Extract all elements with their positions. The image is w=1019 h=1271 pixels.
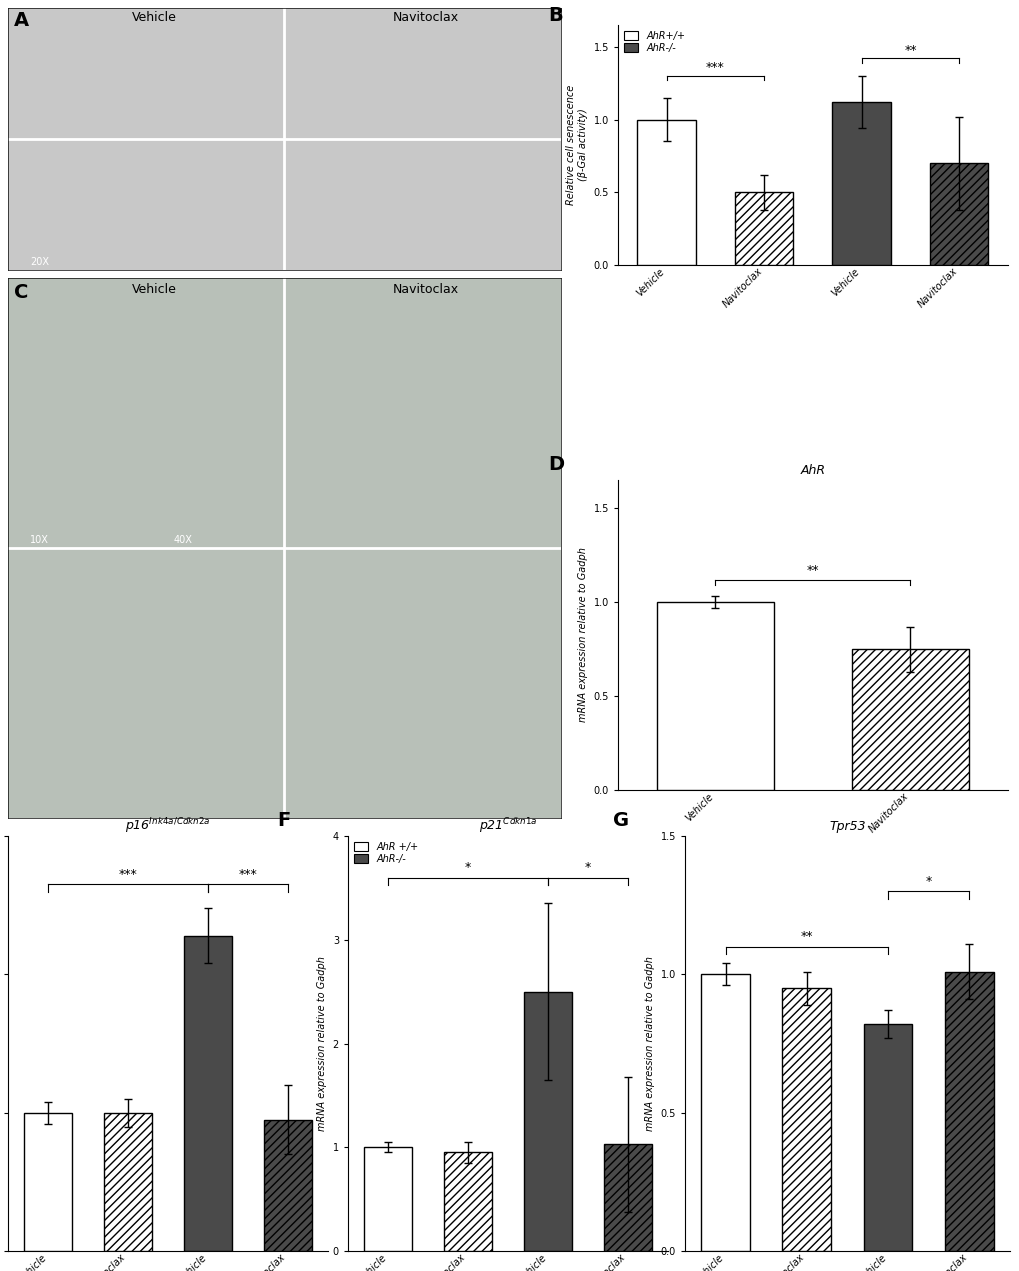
Bar: [264, 1120, 312, 1251]
Y-axis label: mRNA expression relative to Gadph: mRNA expression relative to Gadph: [317, 956, 327, 1131]
Bar: [104, 1112, 152, 1251]
Bar: [603, 1144, 651, 1251]
Y-axis label: mRNA expression relative to Gadph: mRNA expression relative to Gadph: [578, 548, 588, 722]
Text: ***: ***: [238, 868, 257, 881]
Bar: [443, 1153, 491, 1251]
Title: Tpr53: Tpr53: [828, 821, 865, 834]
Text: Navitoclax: Navitoclax: [392, 283, 459, 296]
Legend: AhR +/+, AhR-/-: AhR +/+, AhR-/-: [350, 838, 422, 868]
Bar: [524, 991, 572, 1251]
Bar: [832, 102, 891, 264]
Bar: [735, 192, 793, 264]
Text: C: C: [13, 283, 28, 302]
Text: B: B: [547, 6, 562, 25]
Text: Vehicle: Vehicle: [132, 283, 177, 296]
Bar: [183, 935, 231, 1251]
Title: AhR: AhR: [800, 464, 824, 478]
Text: G: G: [612, 811, 629, 830]
Y-axis label: mRNA expression relative to Gadph: mRNA expression relative to Gadph: [644, 956, 654, 1131]
Text: ***: ***: [705, 61, 725, 74]
Legend: AhR+/+, AhR-/-: AhR+/+, AhR-/-: [620, 27, 689, 57]
Text: F: F: [277, 811, 290, 830]
Bar: [944, 971, 993, 1251]
Bar: [637, 119, 695, 264]
Text: 10X: 10X: [31, 535, 49, 545]
Text: **: **: [904, 43, 916, 56]
Text: D: D: [547, 455, 564, 474]
Text: A: A: [13, 10, 29, 29]
Title: p21$^{Cdkn1a}$: p21$^{Cdkn1a}$: [478, 816, 537, 835]
Text: 20X: 20X: [31, 258, 49, 267]
Text: *: *: [465, 862, 471, 874]
Text: *: *: [584, 862, 591, 874]
Bar: [656, 602, 773, 791]
Bar: [364, 1148, 412, 1251]
Text: **: **: [800, 930, 812, 943]
Text: ***: ***: [118, 868, 138, 881]
Text: **: **: [806, 564, 818, 577]
Text: *: *: [924, 874, 931, 888]
Text: Vehicle: Vehicle: [132, 10, 177, 24]
Bar: [851, 649, 968, 791]
Text: 40X: 40X: [173, 535, 193, 545]
Title: p16$^{Ink4a/Cdkn2a}$: p16$^{Ink4a/Cdkn2a}$: [125, 816, 211, 835]
Bar: [863, 1024, 912, 1251]
Bar: [701, 975, 749, 1251]
Y-axis label: Relative cell senescence
(β-Gal activity): Relative cell senescence (β-Gal activity…: [566, 85, 588, 205]
Text: Navitoclax: Navitoclax: [392, 10, 459, 24]
Bar: [782, 988, 830, 1251]
Bar: [24, 1112, 72, 1251]
Bar: [929, 163, 987, 264]
